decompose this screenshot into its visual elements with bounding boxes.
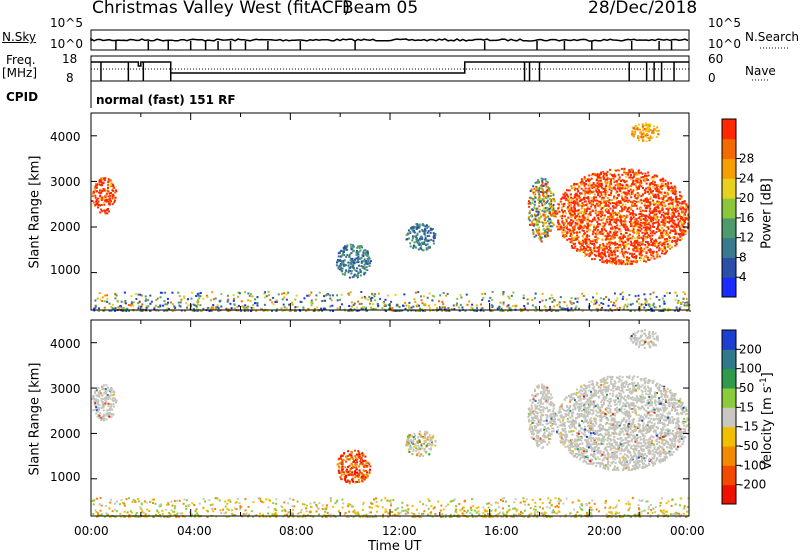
power-colorbar-bin-0 bbox=[722, 277, 736, 298]
station-title: Christmas Valley West (fitACF) bbox=[92, 0, 351, 18]
power-echo-region-4 bbox=[554, 167, 690, 266]
nsky-label: N.Sky bbox=[2, 30, 37, 44]
freq-tick-high: 18 bbox=[62, 52, 78, 66]
freq-label-1: Freq. bbox=[6, 53, 36, 67]
velocity-echo-region-6 bbox=[91, 497, 690, 518]
noise-tick-right-low: 10^0 bbox=[708, 37, 741, 51]
xtick-2: 08:00 bbox=[279, 524, 314, 538]
freq-tick-low: 8 bbox=[66, 71, 74, 85]
xtick-0: 00:00 bbox=[74, 524, 109, 538]
freq-trace bbox=[91, 61, 689, 74]
freq-panel bbox=[90, 55, 690, 82]
noise-tick-left-low: 10^0 bbox=[50, 37, 83, 51]
velocity-colorbar-ticklabel-5: -50 bbox=[739, 439, 759, 453]
power-colorbar-bin-4 bbox=[722, 198, 736, 219]
power-echo-region-0 bbox=[91, 177, 118, 215]
velocity-echo-region-2 bbox=[405, 430, 437, 458]
cpid-label: CPID bbox=[6, 90, 39, 104]
xtick-1: 04:00 bbox=[177, 524, 212, 538]
power-colorbar-bin-7 bbox=[722, 138, 736, 160]
power-colorbar-bin-1 bbox=[722, 257, 736, 278]
power-ytick-1000: 1000 bbox=[50, 263, 81, 277]
velocity-colorbar-frame bbox=[721, 329, 737, 505]
velocity-colorbar-bin-0 bbox=[722, 484, 736, 505]
velocity-echo-region-4 bbox=[555, 375, 691, 472]
freq-label-2: [MHz] bbox=[2, 66, 38, 80]
velocity-echo-region-0 bbox=[91, 384, 118, 422]
date-title: 28/Dec/2018 bbox=[588, 0, 698, 18]
xtick-4: 16:00 bbox=[484, 524, 519, 538]
velocity-ytick-1000: 1000 bbox=[50, 470, 81, 484]
power-colorbar-bin-6 bbox=[722, 158, 736, 179]
velocity-echo-region-3 bbox=[527, 383, 557, 449]
power-echo-region-3 bbox=[527, 177, 556, 243]
velocity-colorbar-bin-1 bbox=[722, 465, 736, 486]
velocity-colorbar-bin-2 bbox=[722, 446, 736, 466]
velocity-colorbar-bin-6 bbox=[722, 368, 736, 389]
power-echo-region-5 bbox=[631, 122, 660, 143]
nsky-trace bbox=[90, 37, 689, 42]
beam-title: Beam 05 bbox=[342, 0, 419, 18]
velocity-ytick-2000: 2000 bbox=[50, 427, 81, 441]
noise-tick-left-high: 10^5 bbox=[50, 16, 83, 30]
power-ytick-4000: 4000 bbox=[50, 130, 81, 144]
power-echo-region-2 bbox=[405, 222, 437, 252]
power-colorbar-bin-5 bbox=[722, 178, 736, 199]
velocity-colorbar-bin-8 bbox=[722, 330, 736, 350]
velocity-colorbar-bin-5 bbox=[722, 388, 736, 408]
xlabel: Time UT bbox=[368, 539, 422, 554]
power-ytick-3000: 3000 bbox=[50, 175, 81, 189]
velocity-colorbar-bin-4 bbox=[722, 407, 736, 428]
power-echo-region-6 bbox=[93, 290, 691, 312]
power-colorbar-bin-3 bbox=[722, 217, 736, 239]
velocity-echo-region-5 bbox=[629, 329, 660, 349]
power-colorbar-ticklabel-3: 16 bbox=[739, 211, 754, 225]
nave-tick-low: 0 bbox=[708, 71, 716, 85]
velocity-colorbar-ticklabel-3: 15 bbox=[739, 400, 754, 414]
velocity-colorbar-ticklabel-6: -100 bbox=[739, 458, 766, 472]
cpid-value: normal (fast) 151 RF bbox=[96, 93, 236, 107]
velocity-colorbar-ticklabel-4: -15 bbox=[739, 420, 759, 434]
velocity-colorbar-ticklabel-1: 100 bbox=[739, 362, 762, 376]
velocity-colorbar-ticklabel-2: 50 bbox=[739, 381, 754, 395]
xtick-6: 00:00 bbox=[670, 524, 705, 538]
power-echo-region-1 bbox=[335, 243, 372, 279]
velocity-colorbar-ticklabel-0: 200 bbox=[739, 342, 762, 356]
noise-tick-right-high: 10^5 bbox=[708, 16, 741, 30]
velocity-colorbar-bin-7 bbox=[722, 349, 736, 370]
power-colorbar-bin-8 bbox=[722, 119, 736, 140]
velocity-echo-region-1 bbox=[336, 449, 372, 485]
nave-label: Nave bbox=[745, 64, 776, 78]
xtick-3: 12:00 bbox=[382, 524, 417, 538]
power-colorbar-ticklabel-1: 8 bbox=[739, 250, 747, 264]
power-ytick-2000: 2000 bbox=[50, 220, 81, 234]
velocity-ytick-3000: 3000 bbox=[50, 382, 81, 396]
velocity-ytick-4000: 4000 bbox=[50, 337, 81, 351]
power-colorbar-ticklabel-6: 28 bbox=[739, 152, 754, 166]
nsearch-label: N.Search bbox=[745, 30, 800, 44]
velocity-colorbar-bin-3 bbox=[722, 426, 736, 447]
xtick-5: 20:00 bbox=[587, 524, 622, 538]
power-colorbar-ticklabel-5: 24 bbox=[739, 171, 754, 185]
power-colorbar-frame bbox=[721, 118, 737, 298]
velocity-colorbar-ticklabel-7: -200 bbox=[739, 478, 766, 492]
power-colorbar-ticklabel-0: 4 bbox=[739, 270, 747, 284]
power-colorbar-ticklabel-2: 12 bbox=[739, 231, 754, 245]
nave-tick-high: 60 bbox=[708, 52, 724, 66]
power-colorbar-ticklabel-4: 20 bbox=[739, 191, 754, 205]
power-colorbar-bin-2 bbox=[722, 237, 736, 258]
